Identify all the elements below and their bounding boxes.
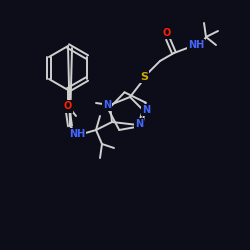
Text: O: O [163, 28, 171, 38]
Text: O: O [64, 102, 72, 112]
Text: N: N [135, 119, 143, 129]
Text: S: S [140, 72, 148, 82]
Text: NH: NH [69, 129, 85, 139]
Text: O: O [64, 101, 72, 111]
Text: N: N [103, 100, 111, 110]
Text: N: N [142, 105, 150, 115]
Text: NH: NH [188, 40, 204, 50]
